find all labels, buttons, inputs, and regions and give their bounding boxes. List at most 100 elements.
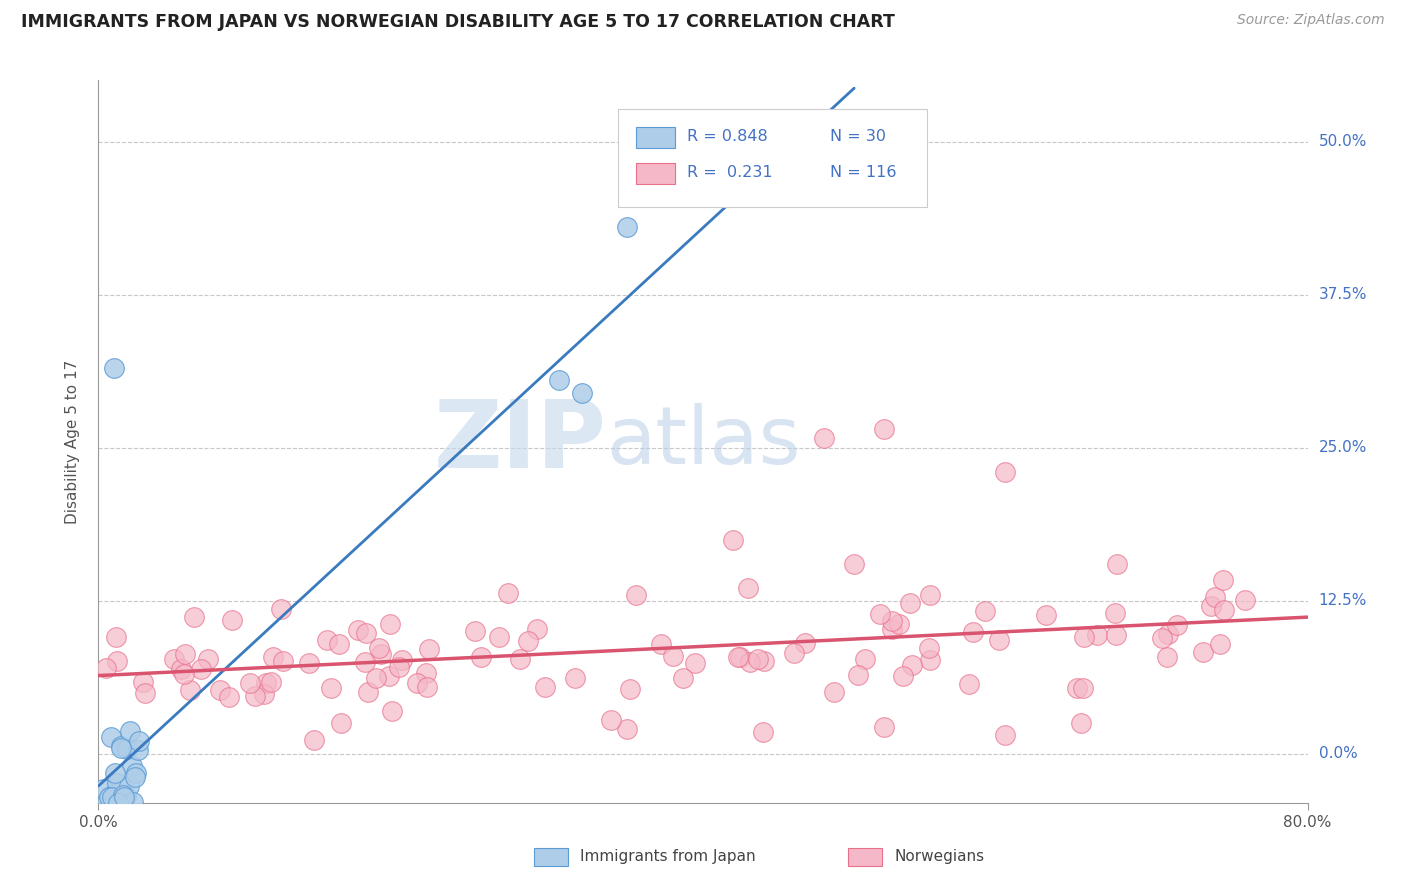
- Point: [844, 557, 866, 571]
- Point: [124, 770, 146, 784]
- FancyBboxPatch shape: [637, 162, 675, 185]
- Point: [380, 704, 402, 718]
- Point: [105, 630, 128, 644]
- Point: [1104, 606, 1126, 620]
- Point: [263, 650, 285, 665]
- Point: [1107, 557, 1129, 571]
- Point: [526, 622, 548, 636]
- Text: 37.5%: 37.5%: [1319, 287, 1367, 302]
- Point: [183, 610, 205, 624]
- Point: [118, 780, 141, 794]
- FancyBboxPatch shape: [534, 848, 568, 866]
- Point: [302, 733, 325, 747]
- Point: [1150, 631, 1173, 645]
- Point: [496, 586, 519, 600]
- Point: [101, 790, 124, 805]
- Point: [957, 677, 980, 691]
- Point: [273, 654, 295, 668]
- Point: [918, 641, 941, 656]
- Text: atlas: atlas: [606, 402, 800, 481]
- Point: [752, 724, 775, 739]
- Point: [823, 685, 845, 699]
- Point: [96, 794, 118, 808]
- Point: [387, 660, 409, 674]
- Point: [418, 642, 440, 657]
- Point: [125, 766, 148, 780]
- Point: [853, 652, 876, 666]
- Text: 0.0%: 0.0%: [1319, 747, 1357, 761]
- Text: ZIP: ZIP: [433, 395, 606, 488]
- Point: [737, 582, 759, 596]
- Point: [516, 634, 538, 648]
- Text: 25.0%: 25.0%: [1319, 440, 1367, 455]
- Point: [509, 652, 531, 666]
- Point: [357, 685, 380, 699]
- Point: [103, 361, 125, 376]
- Point: [533, 680, 555, 694]
- Point: [190, 662, 212, 676]
- Point: [114, 789, 136, 804]
- Point: [898, 596, 921, 610]
- Point: [918, 653, 941, 667]
- Point: [846, 667, 869, 681]
- Point: [564, 672, 586, 686]
- Point: [619, 681, 641, 696]
- Point: [104, 766, 127, 780]
- Point: [416, 680, 439, 694]
- Point: [1212, 574, 1234, 588]
- Point: [891, 669, 914, 683]
- Text: Norwegians: Norwegians: [894, 849, 984, 864]
- Point: [794, 636, 817, 650]
- Point: [132, 675, 155, 690]
- Text: R =  0.231: R = 0.231: [688, 165, 773, 180]
- Point: [270, 602, 292, 616]
- Point: [571, 385, 593, 400]
- Point: [330, 716, 353, 731]
- Point: [1233, 593, 1256, 607]
- Point: [122, 795, 145, 809]
- Point: [103, 787, 125, 801]
- Point: [354, 656, 377, 670]
- Text: N = 30: N = 30: [830, 129, 886, 145]
- Point: [1166, 618, 1188, 632]
- Point: [1157, 627, 1180, 641]
- Point: [128, 734, 150, 748]
- Point: [221, 613, 243, 627]
- Point: [488, 630, 510, 644]
- Point: [134, 686, 156, 700]
- Point: [179, 683, 201, 698]
- Point: [738, 655, 761, 669]
- Point: [548, 373, 571, 387]
- Point: [377, 669, 399, 683]
- Text: Source: ZipAtlas.com: Source: ZipAtlas.com: [1237, 13, 1385, 28]
- Point: [1066, 681, 1088, 695]
- Point: [319, 681, 342, 696]
- Point: [994, 465, 1017, 479]
- Point: [93, 812, 115, 826]
- Point: [1105, 628, 1128, 642]
- Point: [370, 648, 392, 662]
- Point: [728, 649, 751, 664]
- Point: [197, 652, 219, 666]
- Point: [988, 633, 1011, 648]
- Point: [105, 776, 128, 790]
- Point: [1073, 631, 1095, 645]
- Point: [100, 731, 122, 745]
- Text: 12.5%: 12.5%: [1319, 593, 1367, 608]
- Point: [1070, 716, 1092, 731]
- Point: [347, 624, 370, 638]
- Y-axis label: Disability Age 5 to 17: Disability Age 5 to 17: [65, 359, 80, 524]
- Point: [243, 689, 266, 703]
- Point: [470, 650, 492, 665]
- Point: [94, 814, 117, 829]
- Text: IMMIGRANTS FROM JAPAN VS NORWEGIAN DISABILITY AGE 5 TO 17 CORRELATION CHART: IMMIGRANTS FROM JAPAN VS NORWEGIAN DISAB…: [21, 13, 896, 31]
- Point: [464, 624, 486, 639]
- Point: [111, 788, 134, 802]
- Point: [94, 661, 117, 675]
- Point: [918, 588, 941, 602]
- Point: [900, 658, 922, 673]
- Point: [170, 662, 193, 676]
- Point: [110, 739, 132, 753]
- Point: [209, 683, 232, 698]
- Point: [173, 667, 195, 681]
